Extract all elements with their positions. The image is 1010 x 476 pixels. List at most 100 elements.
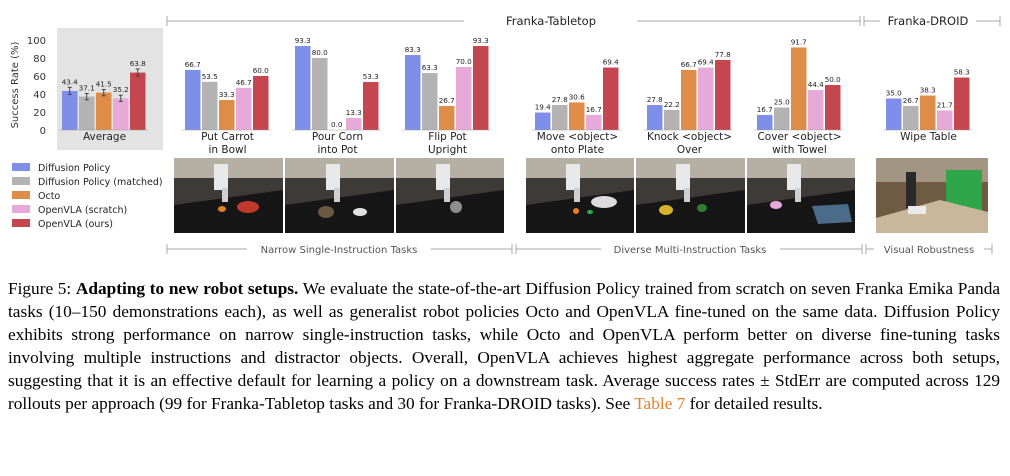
bar xyxy=(920,95,936,130)
legend-label: OpenVLA (scratch) xyxy=(38,205,127,216)
bar-value-label: 69.4 xyxy=(603,58,619,67)
bar-value-label: 16.7 xyxy=(757,105,773,114)
caption-suffix: for detailed results. xyxy=(685,394,823,413)
bar xyxy=(535,112,551,130)
bar-value-label: 19.4 xyxy=(535,103,551,112)
bar-value-label: 26.7 xyxy=(903,96,919,105)
bar-value-label: 35.0 xyxy=(886,89,902,98)
bar-value-label: 66.7 xyxy=(185,60,201,69)
task-label: Put Carrot xyxy=(201,131,254,143)
bar xyxy=(603,67,619,130)
bar-value-label: 21.7 xyxy=(937,100,953,109)
scene-image-knock-over xyxy=(636,158,745,233)
bar-value-label: 53.3 xyxy=(363,72,379,81)
legend-swatch xyxy=(12,205,30,213)
task-label: Pour Corn xyxy=(312,131,363,143)
legend: Diffusion Policy Diffusion Policy (matche… xyxy=(12,163,163,230)
droid-group-label: Franka-DROID xyxy=(888,14,969,28)
diverse-bracket xyxy=(515,244,863,254)
y-tick-label: 80 xyxy=(33,54,46,65)
bar xyxy=(62,90,78,130)
bar-value-label: 70.0 xyxy=(456,57,472,66)
visual-bracket xyxy=(865,244,993,254)
bar xyxy=(456,67,472,130)
task-label: into Pot xyxy=(318,144,358,156)
bar xyxy=(681,69,697,130)
task-label: Flip Pot xyxy=(428,131,466,143)
bar-value-label: 91.7 xyxy=(791,37,807,46)
bar-value-label: 13.3 xyxy=(346,108,362,117)
bar-value-label: 43.4 xyxy=(62,77,78,86)
bar-group: 27.822.2 66.7 69.477.8 Knock <object>Over xyxy=(644,50,733,156)
bar-group: 19.427.8 30.616.7 69.4 Move <object>onto Pl… xyxy=(532,58,621,156)
task-label: with Towel xyxy=(772,144,827,156)
bar xyxy=(569,102,585,130)
caption-body: We evaluate the state-of-the-art Diffusi… xyxy=(8,279,1001,413)
bar-value-label: 22.2 xyxy=(664,100,680,109)
narrow-group-label: Narrow Single-Instruction Tasks xyxy=(261,245,418,256)
narrow-bracket xyxy=(166,244,513,254)
bar-value-label: 83.3 xyxy=(405,45,421,54)
y-tick-label: 60 xyxy=(33,72,46,83)
y-tick-label: 100 xyxy=(27,36,46,47)
bar-value-label: 63.8 xyxy=(130,59,146,68)
task-label: in Bowl xyxy=(208,144,246,156)
y-tick-label: 40 xyxy=(33,90,46,101)
bar xyxy=(903,105,919,130)
task-label: Cover <object> xyxy=(757,131,841,143)
visual-group-label: Visual Robustness xyxy=(884,245,974,256)
bar xyxy=(236,87,252,130)
legend-label: OpenVLA (ours) xyxy=(38,219,113,230)
tabletop-group-label: Franka-Tabletop xyxy=(506,14,596,28)
diverse-group-label: Diverse Multi-Instruction Tasks xyxy=(614,245,767,256)
bar-value-label: 93.3 xyxy=(295,36,311,45)
bar xyxy=(405,55,421,130)
task-label: Move <object> xyxy=(537,131,618,143)
bar xyxy=(363,82,379,130)
table-7-link[interactable]: Table 7 xyxy=(634,394,686,413)
bar-value-label: 93.3 xyxy=(473,36,489,45)
bar-value-label: 46.7 xyxy=(236,78,252,87)
bar xyxy=(253,76,269,130)
task-label: Average xyxy=(83,131,126,143)
bar-value-label: 63.3 xyxy=(422,63,438,72)
legend-swatch xyxy=(12,191,30,199)
bar xyxy=(808,90,824,130)
legend-label: Octo xyxy=(38,191,60,202)
bar-value-label: 41.5 xyxy=(96,80,112,89)
bar-value-label: 53.5 xyxy=(202,72,218,81)
task-label: Knock <object> xyxy=(647,131,732,143)
bar-group: 35.026.738.321.7 58.3 Wipe Table xyxy=(883,68,972,143)
bar-value-label: 77.8 xyxy=(715,50,731,59)
task-label: onto Plate xyxy=(551,144,604,156)
y-axis: 0 20 40 60 80 100 xyxy=(27,36,46,137)
bar-value-label: 58.3 xyxy=(954,68,970,77)
bar xyxy=(295,46,311,130)
bar-value-label: 26.7 xyxy=(439,96,455,105)
bar xyxy=(552,104,568,130)
bar xyxy=(825,85,841,130)
bar-value-label: 60.0 xyxy=(253,66,269,75)
legend-swatch xyxy=(12,219,30,227)
tabletop-bracket xyxy=(166,16,861,26)
bar-value-label: 44.4 xyxy=(808,80,824,89)
legend-swatch xyxy=(12,177,30,185)
bar xyxy=(954,77,970,130)
caption-title: Adapting to new robot setups. xyxy=(75,279,299,298)
bar xyxy=(96,92,112,130)
scene-image-flip-pot xyxy=(396,158,504,233)
task-label: Wipe Table xyxy=(900,131,957,143)
task-label: Upright xyxy=(428,144,467,156)
droid-bracket xyxy=(863,16,1001,26)
bars: 43.437.1 41.535.263.8Average66.753.533.34… xyxy=(59,36,972,156)
y-tick-label: 0 xyxy=(40,126,46,137)
bar-value-label: 30.6 xyxy=(569,92,585,101)
bar xyxy=(79,96,95,130)
bar xyxy=(886,98,902,130)
bar-value-label: 80.0 xyxy=(312,48,328,57)
scene-image-corn-pot xyxy=(285,158,394,233)
legend-label: Diffusion Policy (matched) xyxy=(38,177,163,188)
bar xyxy=(312,58,328,130)
